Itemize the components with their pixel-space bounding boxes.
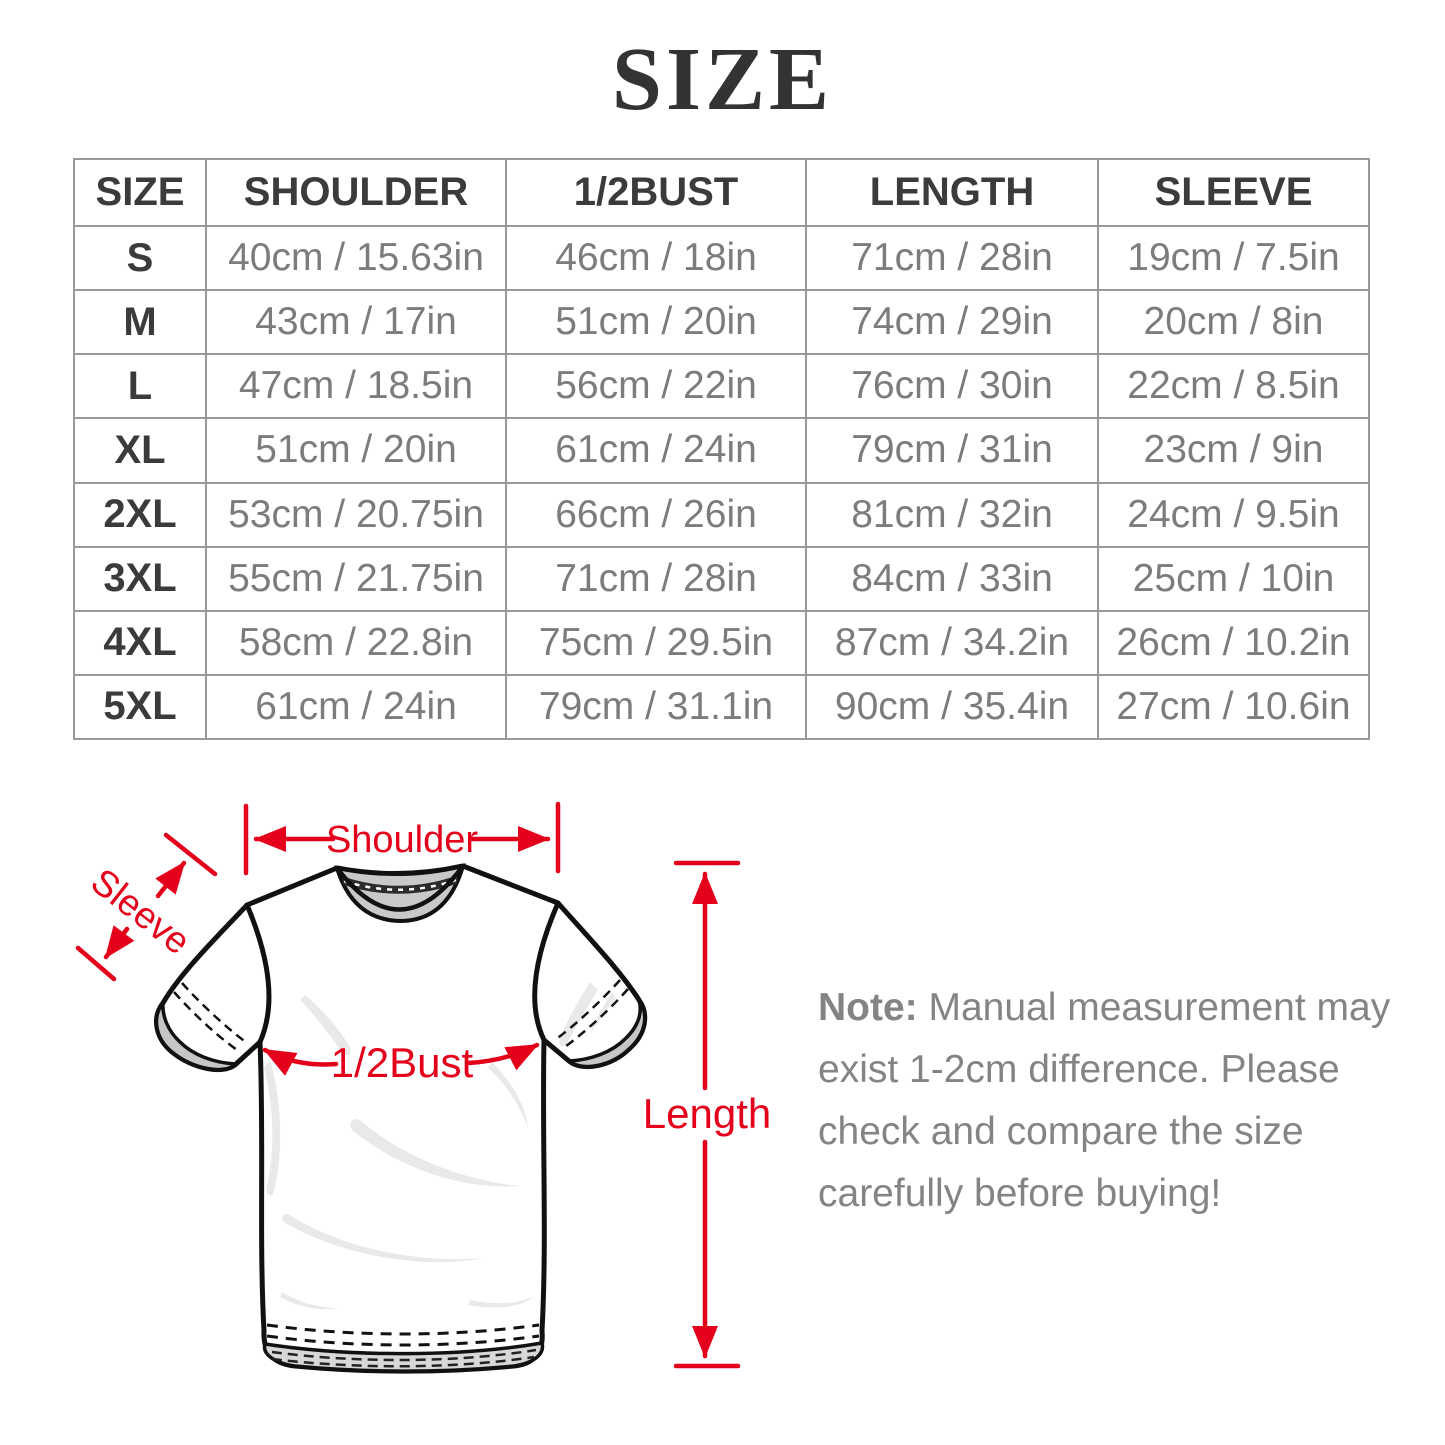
sleeve-tick-bottom	[75, 945, 117, 982]
note-prefix: Note:	[818, 986, 918, 1029]
measurement-cell: 79cm / 31in	[805, 417, 1099, 484]
measurement-cell: 75cm / 29.5in	[505, 609, 807, 676]
size-label: S	[73, 224, 207, 292]
sleeve-label: Sleeve	[83, 860, 197, 962]
sleeve-arrow-up	[155, 860, 187, 899]
fabric-wrinkles	[264, 982, 616, 1310]
bust-arrow-right	[465, 1042, 540, 1071]
table-row: L 47cm / 18.5in 56cm / 22in 76cm / 30in 22cm…	[73, 353, 1370, 420]
column-header: SHOULDER	[205, 158, 507, 227]
measurement-cell: 79cm / 31.1in	[505, 673, 807, 741]
measurement-cell: 47cm / 18.5in	[205, 353, 507, 420]
measurement-cell: 87cm / 34.2in	[805, 609, 1099, 676]
page-title: SIZE	[611, 30, 834, 129]
table-row: XL 51cm / 20in 61cm / 24in 79cm / 31in 23cm …	[73, 417, 1370, 484]
column-header: LENGTH	[805, 158, 1099, 227]
measurement-cell: 71cm / 28in	[505, 545, 807, 612]
measurement-cell: 76cm / 30in	[805, 353, 1099, 420]
note-text: Note: Manual measurement may exist 1-2cm …	[818, 977, 1390, 1225]
table-row: 5XL 61cm / 24in 79cm / 31.1in 90cm / 35.4in…	[73, 673, 1370, 741]
measurement-cell: 61cm / 24in	[505, 417, 807, 484]
measurement-cell: 22cm / 8.5in	[1097, 353, 1370, 420]
size-label: 4XL	[73, 609, 207, 676]
measurement-cell: 24cm / 9.5in	[1097, 481, 1370, 548]
measurement-cell: 40cm / 15.63in	[205, 224, 507, 292]
measurement-cell: 66cm / 26in	[505, 481, 807, 548]
tshirt-outline-graphic	[154, 863, 648, 1374]
collar-graphic	[334, 863, 466, 924]
sleeve-cuffs	[154, 979, 647, 1072]
shoulder-label: Shoulder	[326, 819, 478, 861]
measurement-cell: 74cm / 29in	[805, 289, 1099, 356]
measurement-cell: 23cm / 9in	[1097, 417, 1370, 484]
header-row: SIZE SHOULDER 1/2BUST LENGTH SLEEVE	[73, 158, 1370, 227]
measurement-cell: 51cm / 20in	[205, 417, 507, 484]
bust-arrow-left	[262, 1047, 339, 1076]
measurement-cell: 81cm / 32in	[805, 481, 1099, 548]
measurement-cell: 71cm / 28in	[805, 224, 1099, 292]
measurement-annotations	[75, 801, 741, 1369]
armhole-seams	[244, 900, 561, 1045]
size-label: 2XL	[73, 481, 207, 548]
size-label: 5XL	[73, 673, 207, 741]
measurement-cell: 43cm / 17in	[205, 289, 507, 356]
measurement-cell: 90cm / 35.4in	[805, 673, 1099, 741]
measurement-cell: 51cm / 20in	[505, 289, 807, 356]
length-label: Length	[643, 1090, 771, 1137]
sleeve-arrow-down	[103, 925, 135, 960]
size-label: M	[73, 289, 207, 356]
measurement-cell: 20cm / 8in	[1097, 289, 1370, 356]
size-label: XL	[73, 417, 207, 484]
table-row: 4XL 58cm / 22.8in 75cm / 29.5in 87cm / 34.2…	[73, 609, 1370, 676]
hem-graphic	[262, 1323, 545, 1373]
measurement-cell: 53cm / 20.75in	[205, 481, 507, 548]
measurement-cell: 27cm / 10.6in	[1097, 673, 1370, 741]
note-line: Note: Manual measurement may	[818, 986, 1391, 1029]
size-table: SIZE SHOULDER 1/2BUST LENGTH SLEEVE S 40cm / …	[73, 158, 1370, 741]
measurement-cell: 56cm / 22in	[505, 353, 807, 420]
measurement-cell: 55cm / 21.75in	[205, 545, 507, 612]
size-table-body: S 40cm / 15.63in 46cm / 18in 71cm / 28in 19c…	[73, 224, 1370, 741]
measurement-cell: 26cm / 10.2in	[1097, 609, 1370, 676]
measurement-cell: 84cm / 33in	[805, 545, 1099, 612]
note-line: carefully before buying!	[818, 1172, 1222, 1215]
column-header: 1/2BUST	[505, 158, 807, 227]
measurement-cell: 58cm / 22.8in	[205, 609, 507, 676]
note-line: check and compare the size	[818, 1110, 1304, 1153]
half-bust-label: 1/2Bust	[331, 1039, 474, 1086]
size-label: 3XL	[73, 545, 207, 612]
measurement-cell: 61cm / 24in	[205, 673, 507, 741]
column-header: SIZE	[73, 158, 207, 227]
tshirt-diagram: Shoulder Sleeve 1/2Bust Length	[75, 801, 771, 1374]
sleeve-tick-top	[163, 832, 218, 877]
table-row: S 40cm / 15.63in 46cm / 18in 71cm / 28in 19c…	[73, 224, 1370, 292]
measurement-cell: 25cm / 10in	[1097, 545, 1370, 612]
note-line: exist 1-2cm difference. Please	[818, 1048, 1340, 1091]
measurement-cell: 46cm / 18in	[505, 224, 807, 292]
measurement-cell: 19cm / 7.5in	[1097, 224, 1370, 292]
table-row: M 43cm / 17in 51cm / 20in 74cm / 29in 20cm /…	[73, 289, 1370, 356]
size-label: L	[73, 353, 207, 420]
table-row: 2XL 53cm / 20.75in 66cm / 26in 81cm / 32in 2…	[73, 481, 1370, 548]
column-header: SLEEVE	[1097, 158, 1370, 227]
table-row: 3XL 55cm / 21.75in 71cm / 28in 84cm / 33in 2…	[73, 545, 1370, 612]
size-table-header: SIZE SHOULDER 1/2BUST LENGTH SLEEVE	[73, 158, 1370, 227]
